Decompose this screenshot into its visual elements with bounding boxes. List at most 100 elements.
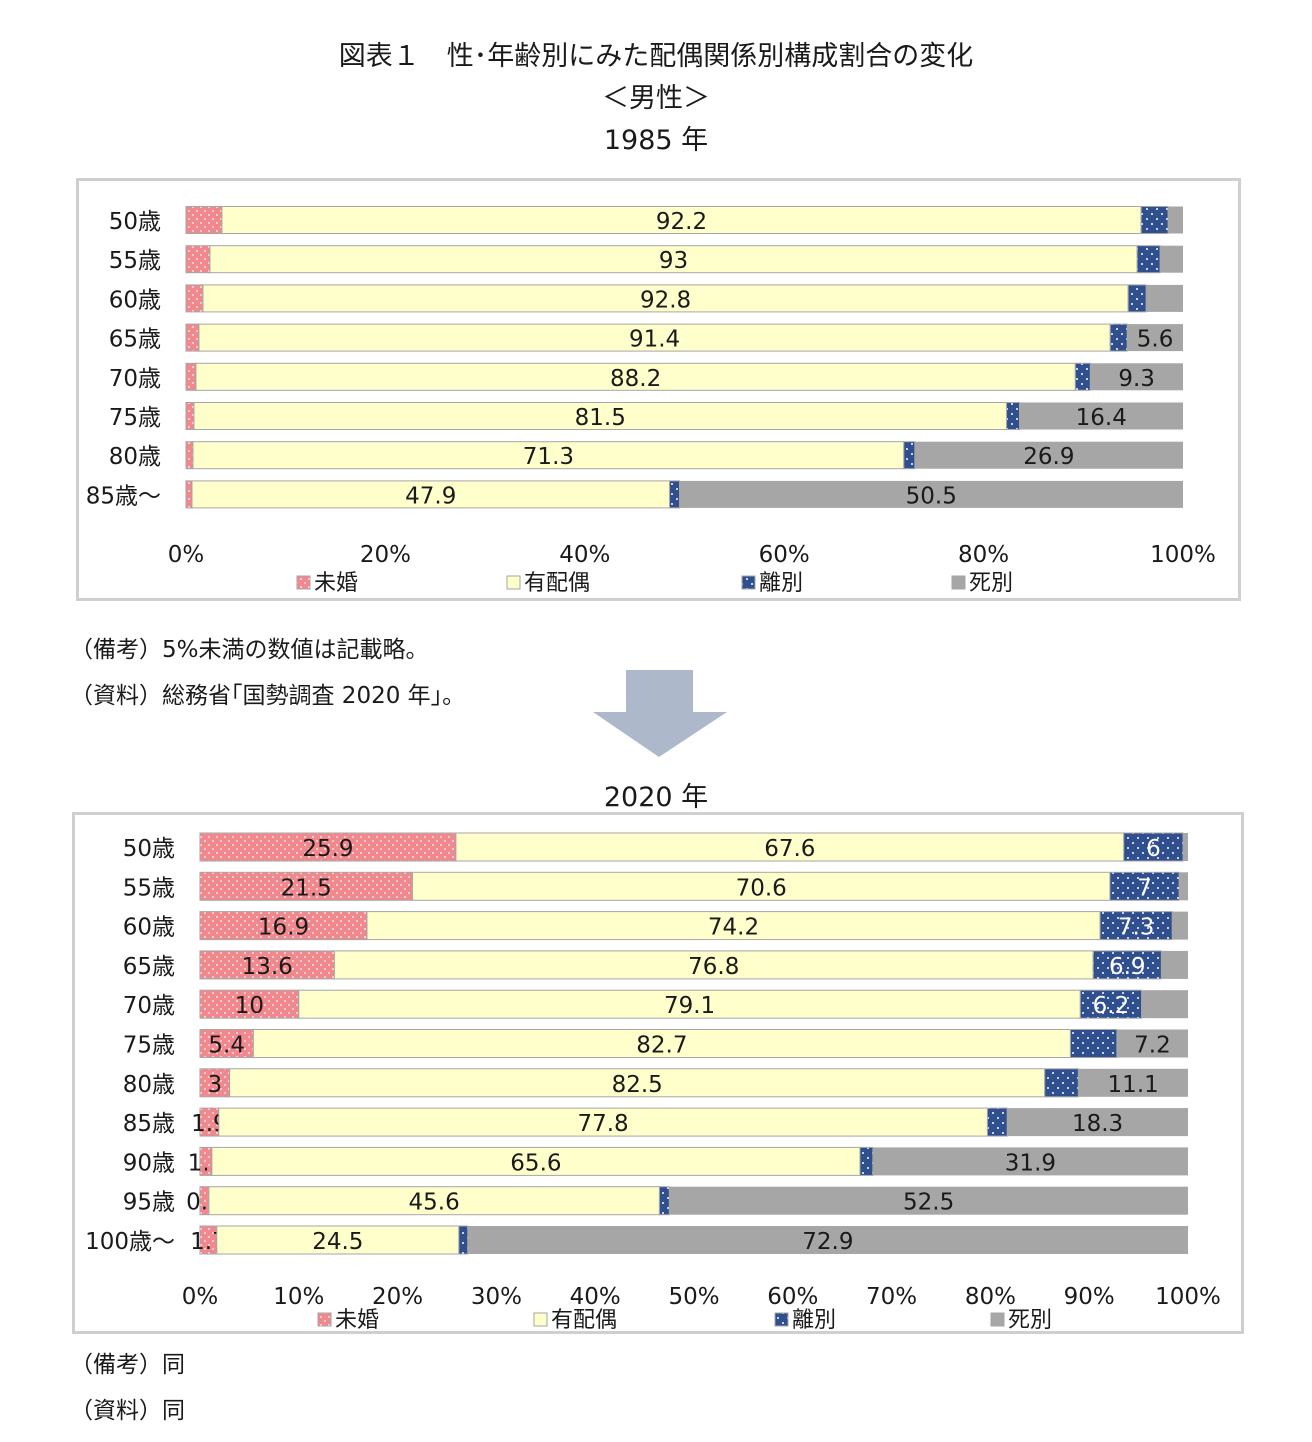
bar-未婚 [199,871,413,901]
x-tick-label: 90% [1064,1284,1115,1310]
bar-死別 [1172,911,1188,940]
data-label: 9.3 [1118,366,1155,392]
legend-swatch [951,575,966,590]
bar-有配偶 [202,284,1129,313]
data-label: 47.9 [405,483,456,509]
category-label: 75歳 [123,1033,175,1059]
x-tick-label: 20% [360,542,411,568]
data-label: 7.2 [1134,1033,1171,1059]
bar-未婚 [185,402,195,430]
remark-2020: （備考）同 [70,1352,185,1378]
chart-2020-title: 2020 年 [603,782,709,813]
bar-離別 [669,480,681,509]
bar-有配偶 [192,441,905,470]
chart-2020: 50歳 25.9 67.6 6 55歳 21.5 70.6 7 60歳 16.9 74.2 7.3 65… [85,832,1221,1333]
bar-死別 [1179,872,1188,901]
x-tick-label: 30% [471,1284,522,1310]
category-label: 80歳 [123,1072,175,1098]
bar-死別 [1141,990,1188,1019]
data-label: 6 [1146,836,1161,862]
data-label: 72.9 [802,1229,853,1255]
bar-離別 [1140,206,1169,234]
bar-離別 [1109,323,1128,352]
legend-label: 離別 [792,1308,836,1331]
down-arrow-icon [593,670,727,757]
bar-離別 [1136,245,1161,274]
category-label: 70歳 [109,366,161,392]
legend-label: 死別 [1008,1308,1052,1331]
remark-1985: （備考）5%未満の数値は記載略。 [70,637,429,663]
source-2020: （資料）同 [70,1398,185,1424]
data-label: 71.3 [523,444,574,470]
x-tick-label: 40% [570,1284,621,1310]
bar-死別 [1090,363,1183,391]
data-label: 81.5 [575,405,626,431]
data-label: 5.4 [208,1033,245,1059]
data-label: 82.5 [612,1072,663,1098]
category-label: 60歳 [109,287,161,313]
data-label: 74.2 [708,915,759,941]
category-label: 60歳 [123,915,175,941]
bar-死別 [1116,1029,1188,1058]
bar-死別 [1168,206,1183,234]
category-label: 90歳 [123,1150,175,1176]
bar-離別 [458,1225,469,1255]
bar-有配偶 [209,245,1138,274]
bar-死別 [1146,284,1183,312]
legend-label: 有配偶 [524,571,590,596]
bar-未婚 [185,284,204,313]
data-label: 82.7 [636,1033,687,1059]
category-label: 55歳 [123,875,175,901]
legend-label: 離別 [759,571,803,596]
bar-離別 [1074,362,1091,391]
x-tick-label: 80% [965,1284,1016,1310]
bar-有配偶 [411,871,1111,901]
data-label: 16.4 [1076,405,1127,431]
data-label: 65.6 [510,1150,561,1176]
bar-未婚 [199,950,335,980]
data-label: 7.3 [1118,915,1155,941]
bar-離別 [1092,950,1162,980]
data-label: 76.8 [688,954,739,980]
bar-未婚 [185,245,211,274]
legend-swatch [990,1312,1005,1327]
bar-未婚 [185,362,197,391]
category-label: 85歳～ [86,483,161,509]
category-label: 50歳 [109,209,161,235]
source-1985: （資料）総務省｢国勢調査 2020 年｣。 [70,683,466,709]
x-tick-label: 100% [1150,542,1216,568]
bar-有配偶 [211,1146,861,1176]
bar-離別 [658,1186,670,1216]
x-tick-label: 10% [273,1284,324,1310]
x-tick-label: 0% [168,542,205,568]
bar-死別 [669,1186,1188,1215]
chart-1985-frame: 50歳 92.2 55歳 93 60歳 92.8 65歳 91.4 5.6 70歳 88.2 9.3 7… [76,178,1241,601]
x-tick-label: 80% [958,542,1009,568]
bar-離別 [1079,989,1143,1019]
chart-2020-frame: 50歳 25.9 67.6 6 55歳 21.5 70.6 7 60歳 16.9 74.2 7.3 65… [72,812,1244,1334]
legend-swatch [317,1312,332,1327]
bar-有配偶 [333,950,1094,980]
bar-死別 [1127,324,1183,352]
category-label: 50歳 [123,836,175,862]
bar-未婚 [199,832,457,862]
data-label: 77.8 [577,1111,628,1137]
data-label: 13.6 [242,954,293,980]
bar-死別 [467,1226,1188,1254]
category-label: 55歳 [109,248,161,274]
bar-有配偶 [218,1107,988,1137]
legend-swatch [741,575,756,590]
x-tick-label: 60% [767,1284,818,1310]
data-label: 91.4 [629,327,680,353]
bar-死別 [1183,833,1188,861]
category-label: 65歳 [123,954,175,980]
data-label: 18.3 [1072,1111,1123,1137]
legend-swatch [774,1312,789,1327]
bar-死別 [872,1147,1188,1176]
bar-有配偶 [229,1068,1046,1098]
bar-離別 [1069,1029,1118,1058]
x-tick-label: 40% [559,542,610,568]
category-label: 65歳 [109,327,161,353]
x-tick-label: 70% [866,1284,917,1310]
bar-離別 [1127,284,1147,313]
